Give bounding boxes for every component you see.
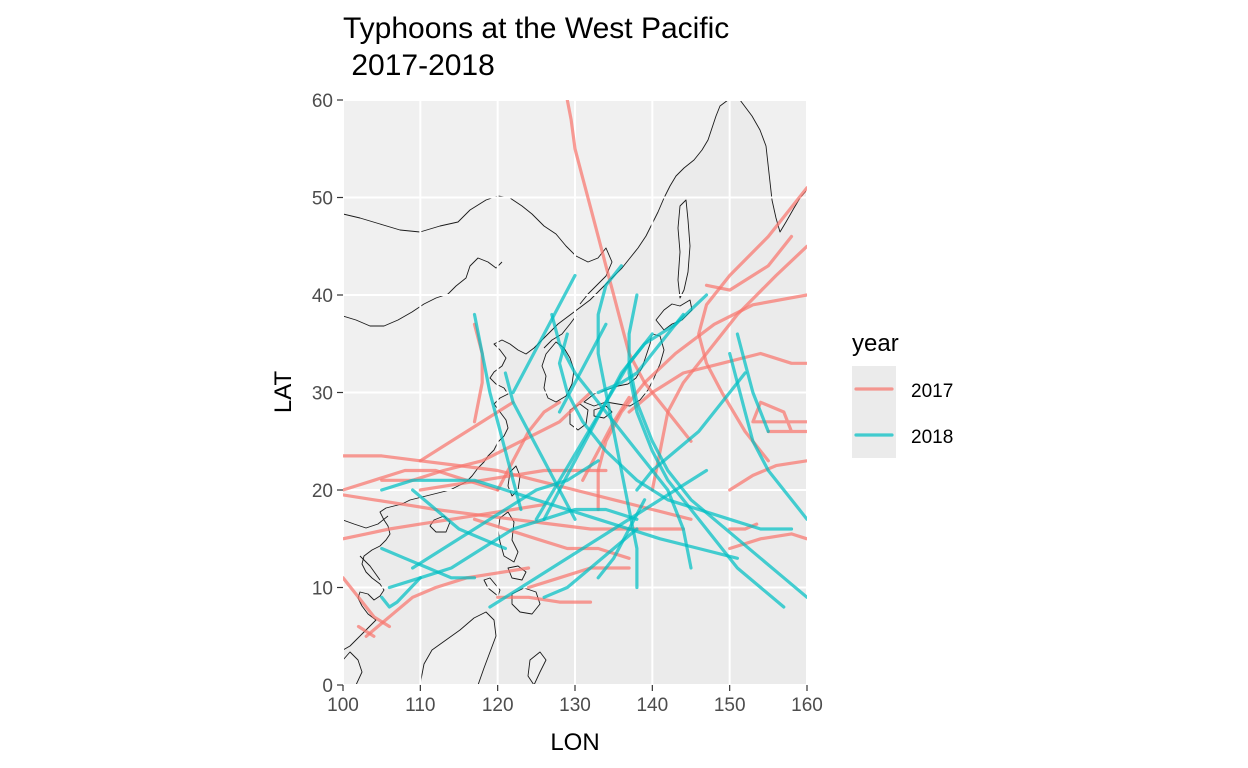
track-2018-14 xyxy=(380,546,477,580)
track-2018-24 xyxy=(596,498,647,580)
track-2018-22 xyxy=(380,576,422,609)
legend-entry-2017: 2017 xyxy=(852,366,953,412)
track-2018-9 xyxy=(380,478,739,560)
map-layer xyxy=(343,100,807,685)
philippines-luzon xyxy=(497,511,519,563)
typhoon-tracks xyxy=(343,100,807,638)
japan-honshu xyxy=(583,333,665,407)
y-tick-label-10: 10 xyxy=(312,579,333,600)
y-tick-label-20: 20 xyxy=(312,481,333,502)
track-2017-17 xyxy=(343,468,500,492)
y-tick-label-40: 40 xyxy=(312,286,333,307)
x-tick-label-120: 120 xyxy=(482,695,514,716)
grid-lines xyxy=(343,100,807,685)
track-2018-7 xyxy=(472,312,523,512)
track-2018-13 xyxy=(411,459,600,570)
x-tick-label-110: 110 xyxy=(405,695,435,716)
track-2018-3 xyxy=(557,332,794,531)
track-2018-21 xyxy=(411,488,507,551)
y-tick-label-50: 50 xyxy=(312,189,333,210)
chart-title-line1: Typhoons at the West Pacific xyxy=(343,12,729,45)
china-korea-border xyxy=(543,315,577,349)
track-2018-20 xyxy=(534,332,654,521)
legend-entry-2018: 2018 xyxy=(852,412,953,458)
track-2017-13 xyxy=(343,503,546,541)
legend: year 2017 2018 xyxy=(852,330,953,458)
legend-label-2017: 2017 xyxy=(911,381,953,402)
track-2017-25 xyxy=(704,234,794,292)
x-tick-label-140: 140 xyxy=(636,695,668,716)
track-2017-12 xyxy=(472,517,631,560)
track-2018-19 xyxy=(511,273,577,395)
track-2017-18 xyxy=(496,595,593,604)
track-2018-10 xyxy=(635,371,747,492)
x-tick-label-160: 160 xyxy=(791,695,823,716)
track-2017-10 xyxy=(364,566,531,638)
track-2018-2 xyxy=(550,312,693,570)
borneo-landmass xyxy=(419,611,497,685)
track-2018-4 xyxy=(627,293,786,609)
track-2017-5 xyxy=(751,400,807,434)
track-2017-20 xyxy=(356,624,376,638)
track-2018-12 xyxy=(488,468,709,609)
track-2018-11 xyxy=(503,371,577,521)
track-2018-8 xyxy=(387,507,639,590)
southeast-asia-borders xyxy=(343,515,389,581)
asia-landmass xyxy=(343,100,729,651)
y-tick-label-30: 30 xyxy=(312,384,333,405)
x-axis-title: LON xyxy=(550,729,599,756)
track-2018-23 xyxy=(557,322,608,414)
legend-label-2018: 2018 xyxy=(911,427,953,448)
legend-title: year xyxy=(852,330,899,357)
malay-peninsula xyxy=(343,651,363,685)
axes: 100 110 120 130 140 150 160 0 10 20 30 40 50 60 xyxy=(312,91,823,716)
x-tick-label-100: 100 xyxy=(327,695,359,716)
track-2017-19 xyxy=(527,566,631,590)
track-2017-6 xyxy=(627,351,807,414)
x-tick-label-150: 150 xyxy=(714,695,746,716)
track-2018-16 xyxy=(627,361,807,599)
chart-title-line2: 2017-2018 xyxy=(343,49,495,82)
x-tick-label-130: 130 xyxy=(559,695,591,716)
track-2017-24 xyxy=(418,400,515,463)
y-tick-label-60: 60 xyxy=(312,91,333,112)
japan-hokkaido xyxy=(655,299,693,331)
y-tick-label-0: 0 xyxy=(322,676,333,697)
y-axis-title: LAT xyxy=(270,371,297,414)
track-2018-5 xyxy=(728,351,807,521)
track-2017-21 xyxy=(728,459,807,492)
philippines-mindanao xyxy=(511,587,541,615)
track-2017-4 xyxy=(650,244,807,492)
sulawesi-island xyxy=(527,651,547,685)
sakhalin-island xyxy=(677,199,691,299)
track-2018-17 xyxy=(735,332,770,434)
